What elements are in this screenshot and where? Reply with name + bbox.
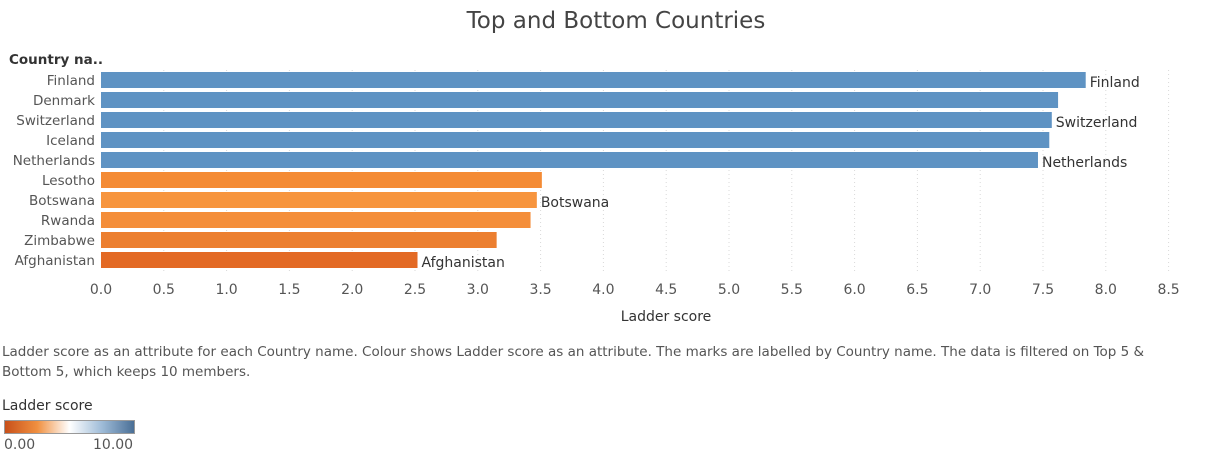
bar-label: Afghanistan: [422, 255, 505, 271]
x-tick-label: 4.0: [592, 282, 614, 298]
x-axis-label: Ladder score: [621, 309, 712, 325]
x-tick-label: 8.5: [1157, 282, 1179, 298]
category-label: Zimbabwe: [24, 233, 95, 249]
x-tick-label: 8.0: [1095, 282, 1117, 298]
category-label: Lesotho: [42, 173, 95, 189]
bar-labels: Finland Switzerland Netherlands Botswana Afg…: [422, 75, 1140, 271]
x-tick-label: 5.5: [781, 282, 803, 298]
x-tick-label: 7.5: [1032, 282, 1054, 298]
category-label: Iceland: [46, 133, 95, 149]
bar-zimbabwe[interactable]: [101, 232, 497, 248]
category-labels: Finland Denmark Switzerland Iceland Netherla…: [13, 73, 95, 269]
chart-caption: Ladder score as an attribute for each Co…: [2, 344, 1145, 380]
bar-lesotho[interactable]: [101, 172, 542, 188]
bar-botswana[interactable]: [101, 192, 537, 208]
x-tick-label: 6.0: [843, 282, 865, 298]
x-tick-label: 2.0: [341, 282, 363, 298]
category-label: Denmark: [33, 93, 95, 109]
x-tick-label: 1.5: [278, 282, 300, 298]
legend-color-ramp[interactable]: [4, 420, 135, 434]
category-label: Netherlands: [13, 153, 95, 169]
bar-netherlands[interactable]: [101, 152, 1038, 168]
bar-finland[interactable]: [101, 72, 1086, 88]
x-tick-label: 3.5: [529, 282, 551, 298]
x-axis-ticks: 0.0 0.5 1.0 1.5 2.0 2.5 3.0 3.5 4.0 4.5 5.0 5.5 6.0 6…: [90, 282, 1180, 298]
category-label: Afghanistan: [15, 253, 95, 269]
bar-rwanda[interactable]: [101, 212, 531, 228]
bar-label: Finland: [1090, 75, 1140, 91]
legend-title: Ladder score: [2, 398, 93, 414]
x-tick-label: 3.0: [467, 282, 489, 298]
category-label: Botswana: [29, 193, 95, 209]
bar-afghanistan[interactable]: [101, 252, 418, 268]
bars: [101, 72, 1086, 268]
x-tick-label: 4.5: [655, 282, 677, 298]
category-label: Rwanda: [41, 213, 95, 229]
legend-max-label: 10.00: [93, 437, 134, 453]
x-tick-label: 7.0: [969, 282, 991, 298]
bar-label: Switzerland: [1056, 115, 1138, 131]
x-tick-label: 6.5: [906, 282, 928, 298]
x-tick-label: 1.0: [215, 282, 237, 298]
bar-switzerland[interactable]: [101, 112, 1052, 128]
x-tick-label: 0.5: [153, 282, 175, 298]
bar-chart: Country na.. Finland Denmark Switzerland Ic…: [9, 52, 1180, 325]
bar-label: Netherlands: [1042, 155, 1127, 171]
row-header: Country na..: [9, 52, 103, 68]
x-tick-label: 2.5: [404, 282, 426, 298]
x-tick-label: 0.0: [90, 282, 112, 298]
category-label: Finland: [47, 73, 95, 89]
x-tick-label: 5.0: [718, 282, 740, 298]
legend-min-label: 0.00: [4, 437, 36, 453]
chart-title: Top and Bottom Countries: [466, 8, 766, 34]
bar-iceland[interactable]: [101, 132, 1050, 148]
bar-label: Botswana: [541, 195, 609, 211]
bar-denmark[interactable]: [101, 92, 1059, 108]
category-label: Switzerland: [16, 113, 95, 129]
